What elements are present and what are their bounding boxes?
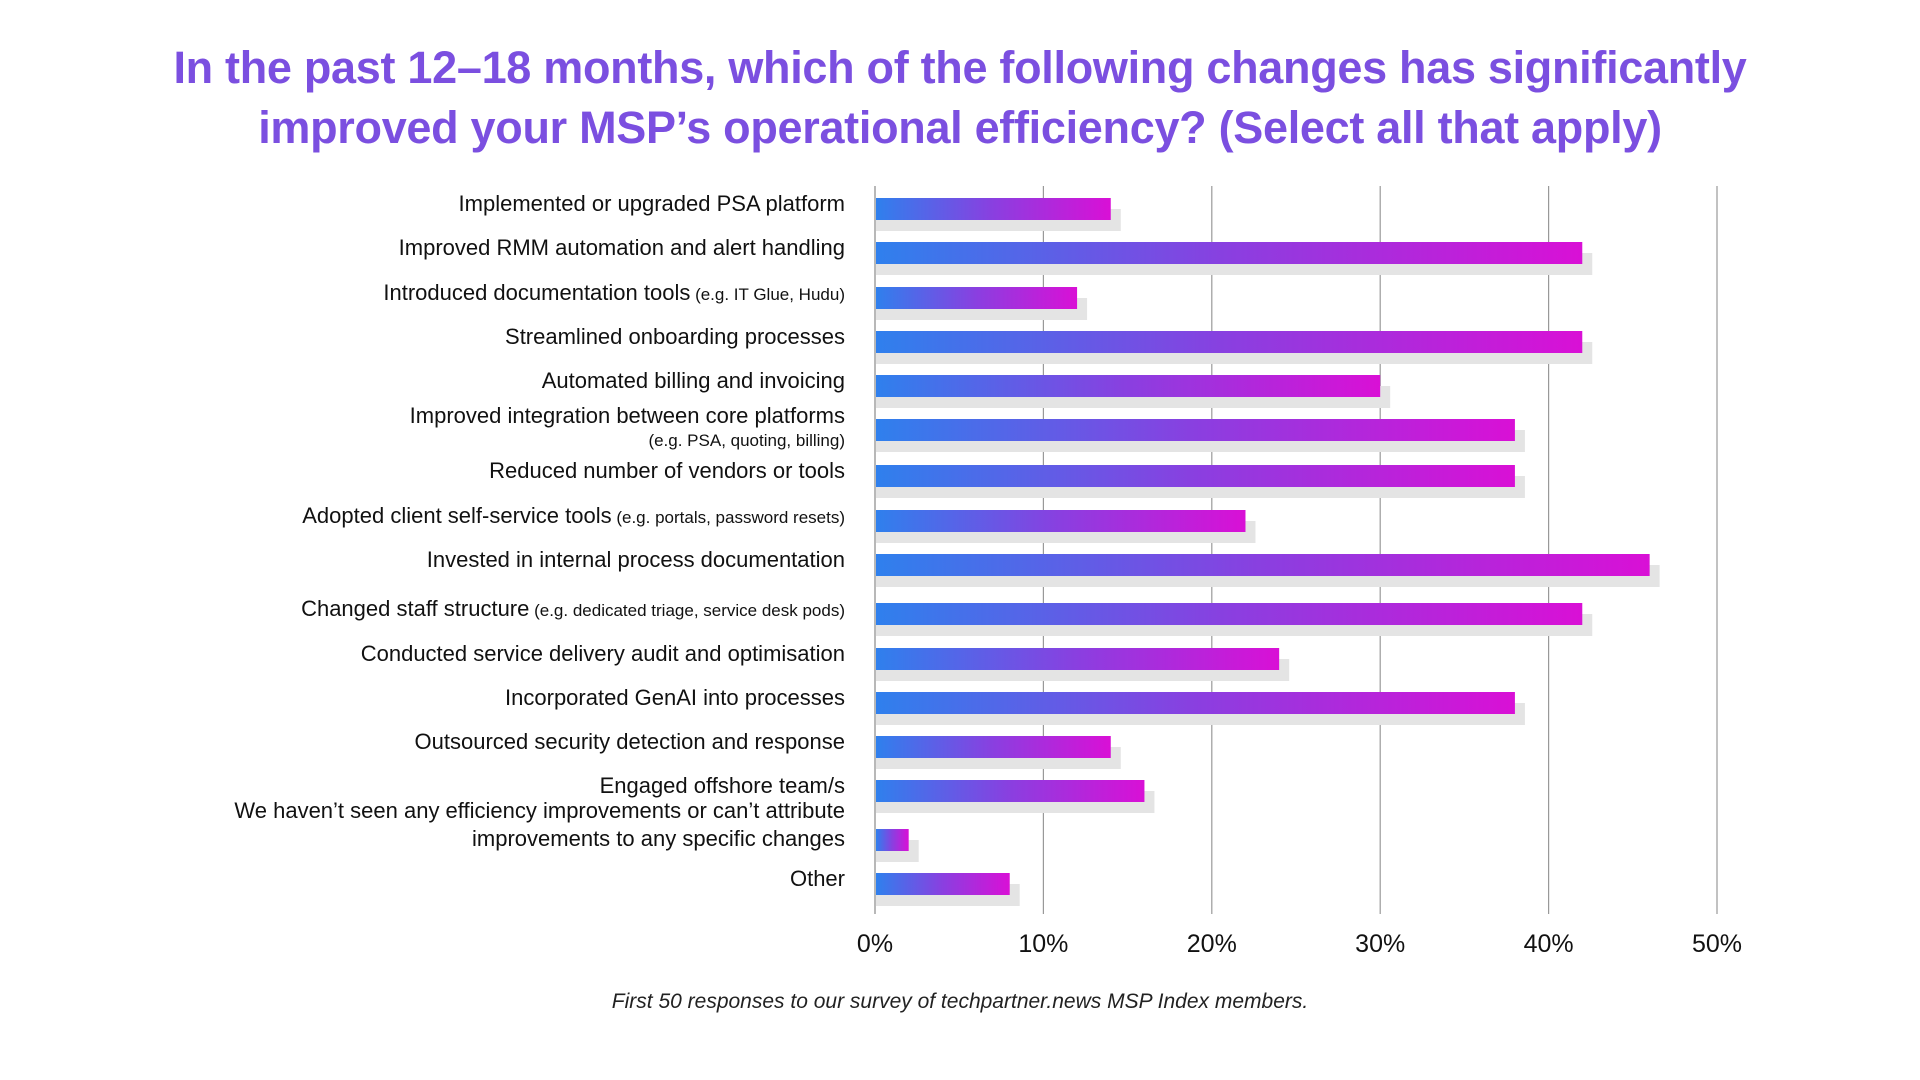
bars <box>876 198 1650 895</box>
chart-title: In the past 12–18 months, which of the f… <box>0 38 1920 158</box>
x-tick-label: 20% <box>1187 930 1237 958</box>
bar <box>876 198 1111 220</box>
category-label-main: Introduced documentation tools <box>383 280 690 305</box>
bar <box>876 419 1515 441</box>
category-label: Other <box>790 866 845 891</box>
category-label-note: (e.g. dedicated triage, service desk pod… <box>529 601 845 620</box>
bar <box>876 692 1515 714</box>
category-label-main: Outsourced security detection and respon… <box>415 729 845 754</box>
bar <box>876 554 1650 576</box>
footnote: First 50 responses to our survey of tech… <box>611 990 1309 1013</box>
category-label: Reduced number of vendors or tools <box>489 458 845 483</box>
bar <box>876 603 1583 625</box>
category-label: Streamlined onboarding processes <box>505 324 845 349</box>
category-label: Invested in internal process documentati… <box>427 547 845 572</box>
category-label-main: Changed staff structure <box>301 596 529 621</box>
chart-title-line-1: In the past 12–18 months, which of the f… <box>173 42 1747 93</box>
category-label-main: Implemented or upgraded PSA platform <box>459 191 845 216</box>
category-label: Engaged offshore team/s <box>600 773 845 798</box>
x-tick-label: 30% <box>1355 930 1405 958</box>
x-axis-ticks: 0% 10% 20% 30% 40% 50% <box>857 930 1742 958</box>
bar <box>876 873 1010 895</box>
category-label-line-2: improvements to any specific changes <box>472 826 845 851</box>
x-tick-label: 40% <box>1524 930 1574 958</box>
category-label-note: (e.g. portals, password resets) <box>612 508 845 527</box>
x-tick-label: 0% <box>857 930 893 958</box>
category-label: Adopted client self-service tools (e.g. … <box>302 503 845 528</box>
bar <box>876 465 1515 487</box>
bar <box>876 331 1583 353</box>
bar <box>876 736 1111 758</box>
category-label-note: (e.g. PSA, quoting, billing) <box>648 431 845 450</box>
bar <box>876 829 909 851</box>
category-label: Improved integration between core platfo… <box>410 403 845 428</box>
category-label: Automated billing and invoicing <box>542 368 845 393</box>
bar <box>876 242 1583 264</box>
gridlines <box>874 186 1718 914</box>
category-label-main: Improved RMM automation and alert handli… <box>399 235 845 260</box>
bar <box>876 648 1280 670</box>
bar <box>876 287 1078 309</box>
category-label-note: (e.g. IT Glue, Hudu) <box>690 285 845 304</box>
category-label: Improved RMM automation and alert handli… <box>399 235 845 260</box>
category-labels: Implemented or upgraded PSA platform Impr… <box>234 191 845 891</box>
category-label-main: Incorporated GenAI into processes <box>505 685 845 710</box>
category-label-main: Automated billing and invoicing <box>542 368 845 393</box>
category-label: Conducted service delivery audit and opt… <box>361 641 845 666</box>
category-label: Incorporated GenAI into processes <box>505 685 845 710</box>
bar <box>876 375 1381 397</box>
category-label: Changed staff structure (e.g. dedicated … <box>301 596 845 621</box>
category-label-main: Conducted service delivery audit and opt… <box>361 641 845 666</box>
category-label-main: Engaged offshore team/s <box>600 773 845 798</box>
chart-title-line-2: improved your MSP’s operational efficien… <box>258 102 1662 153</box>
category-label-main: Adopted client self-service tools <box>302 503 611 528</box>
category-label: We haven’t seen any efficiency improveme… <box>234 798 845 823</box>
category-label: Outsourced security detection and respon… <box>415 729 845 754</box>
x-tick-label: 10% <box>1018 930 1068 958</box>
x-tick-label: 50% <box>1692 930 1742 958</box>
bar <box>876 780 1145 802</box>
category-label: Implemented or upgraded PSA platform <box>459 191 845 216</box>
bar <box>876 510 1246 532</box>
category-label-main: Streamlined onboarding processes <box>505 324 845 349</box>
category-label-main: Invested in internal process documentati… <box>427 547 845 572</box>
category-label: Introduced documentation tools (e.g. IT … <box>383 280 845 305</box>
category-label-main: Reduced number of vendors or tools <box>489 458 845 483</box>
category-label-main: Other <box>790 866 845 891</box>
